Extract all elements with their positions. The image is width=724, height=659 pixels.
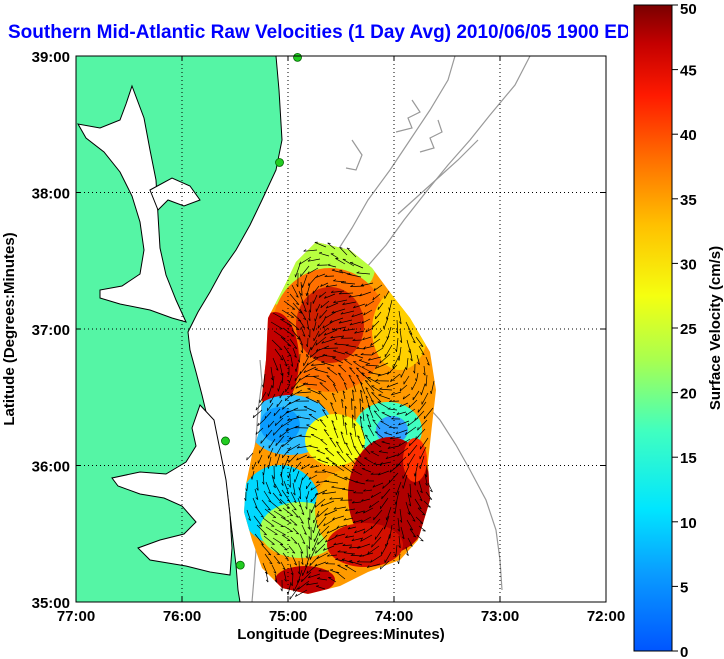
colorbar-ticks: 0 5 10 15 20 25 30 35 40 45 50 — [672, 1, 697, 659]
sound-water — [111, 404, 233, 576]
land-mass — [76, 56, 283, 602]
y-axis-ticks: 35:00 36:00 37:00 38:00 39:00 — [32, 49, 606, 612]
velocity-vectors — [244, 241, 435, 600]
x-tick-label: 76:00 — [163, 608, 201, 625]
x-tick-label: 75:00 — [269, 608, 307, 625]
grid-lines — [76, 56, 606, 602]
radar-station-marker — [221, 436, 230, 446]
colorbar-tick-label: 35 — [680, 192, 697, 209]
vector-arrow-set — [244, 241, 435, 600]
colorbar-tick-label: 5 — [680, 579, 688, 596]
x-tick-label: 73:00 — [481, 608, 519, 625]
y-tick-label: 38:00 — [32, 186, 70, 203]
y-tick-label: 39:00 — [32, 49, 70, 66]
x-tick-label: 74:00 — [375, 608, 413, 625]
page-title: Southern Mid-Atlantic Raw Velocities (1 … — [8, 22, 628, 43]
colorbar-tick-label: 25 — [680, 321, 697, 338]
x-axis-label: Longitude (Degrees:Minutes) — [237, 626, 445, 643]
y-axis-label: Latitude (Degrees:Minutes) — [1, 232, 18, 425]
y-tick-label: 35:00 — [32, 595, 70, 612]
radar-station-marker — [293, 52, 302, 62]
colorbar-gradient — [633, 4, 673, 652]
colorbar-tick-label: 40 — [680, 127, 697, 144]
y-tick-label: 36:00 — [32, 459, 70, 476]
x-axis-ticks: 77:00 76:00 75:00 74:00 73:00 72:00 — [57, 56, 625, 625]
radar-station-marker — [235, 560, 245, 570]
colorbar-tick-label: 30 — [680, 256, 697, 273]
y-tick-label: 37:00 — [32, 322, 70, 339]
bay-water — [77, 84, 187, 323]
bay-inlet — [149, 177, 201, 211]
radar-station-marker — [275, 158, 284, 167]
colorbar-tick-label: 50 — [680, 1, 697, 18]
radar-stations — [221, 52, 302, 570]
colorbar: 0 5 10 15 20 25 30 35 40 45 50 Surface Velocity (c… — [633, 1, 724, 659]
x-tick-label: 72:00 — [587, 608, 625, 625]
colorbar-tick-label: 45 — [680, 63, 697, 80]
colorbar-tick-label: 10 — [680, 515, 697, 532]
colorbar-tick-label: 20 — [680, 386, 697, 403]
map-plot-area — [75, 52, 607, 603]
colorbar-tick-label: 15 — [680, 450, 697, 467]
colorbar-tick-label: 0 — [680, 644, 688, 659]
colorbar-label: Surface Velocity (cm/s) — [707, 246, 724, 410]
x-tick-label: 77:00 — [57, 608, 95, 625]
